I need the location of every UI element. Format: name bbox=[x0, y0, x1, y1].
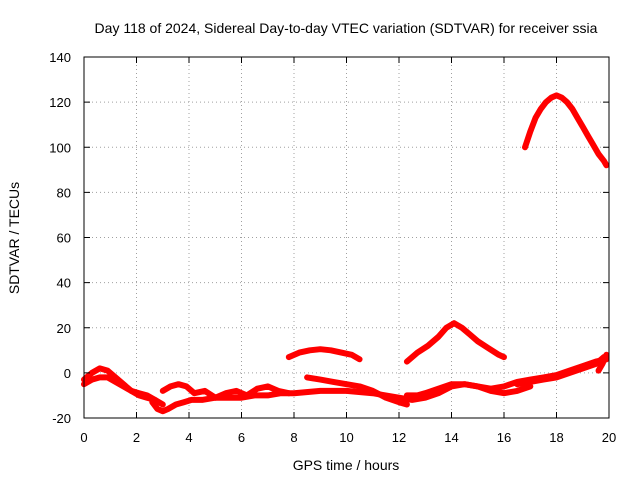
y-tick-label: 20 bbox=[57, 321, 71, 336]
y-tick-label: -20 bbox=[52, 411, 71, 426]
y-axis-label: SDTVAR / TECUs bbox=[6, 182, 22, 294]
x-tick-label: 0 bbox=[80, 430, 87, 445]
y-tick-label: 40 bbox=[57, 276, 71, 291]
series-line-track-11 bbox=[595, 351, 610, 374]
chart-title: Day 118 of 2024, Sidereal Day-to-day VTE… bbox=[95, 20, 598, 36]
x-axis-label: GPS time / hours bbox=[293, 457, 400, 473]
series-line-track-2 bbox=[81, 374, 158, 403]
axis-ticks: 0 2 4 6 8 10 12 14 16 18 20 -20 0 20 40 60 80 100 120 140 bbox=[49, 50, 616, 445]
x-tick-label: 2 bbox=[133, 430, 140, 445]
y-tick-label: 0 bbox=[64, 366, 71, 381]
grid-lines bbox=[84, 57, 609, 418]
x-tick-label: 4 bbox=[185, 430, 192, 445]
series-line-track-5 bbox=[304, 374, 410, 408]
x-tick-label: 16 bbox=[497, 430, 511, 445]
series-line-track-6 bbox=[403, 381, 534, 399]
series-line-track-8 bbox=[403, 320, 507, 365]
series-line-track-10 bbox=[514, 354, 607, 388]
x-tick-label: 6 bbox=[238, 430, 245, 445]
series-line-track-7 bbox=[285, 346, 363, 363]
y-tick-label: 100 bbox=[49, 140, 71, 155]
x-tick-label: 12 bbox=[392, 430, 406, 445]
series-line-track-4 bbox=[159, 381, 292, 401]
y-tick-label: 60 bbox=[57, 231, 71, 246]
x-tick-label: 18 bbox=[549, 430, 563, 445]
series-line-track-9 bbox=[522, 92, 610, 169]
x-tick-label: 20 bbox=[602, 430, 616, 445]
data-series bbox=[81, 92, 610, 415]
y-tick-label: 80 bbox=[57, 185, 71, 200]
y-tick-label: 120 bbox=[49, 95, 71, 110]
x-tick-label: 14 bbox=[444, 430, 458, 445]
x-tick-label: 10 bbox=[339, 430, 353, 445]
y-tick-label: 140 bbox=[49, 50, 71, 65]
x-tick-label: 8 bbox=[290, 430, 297, 445]
series-line-track-3 bbox=[149, 356, 610, 415]
